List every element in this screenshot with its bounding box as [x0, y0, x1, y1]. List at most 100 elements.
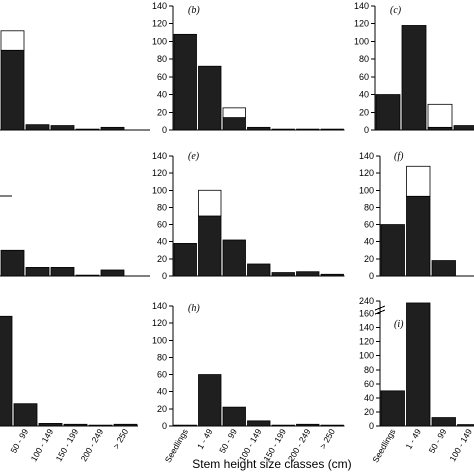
- bar: [375, 94, 401, 131]
- axis-break-mark: [374, 305, 386, 311]
- bar: [50, 125, 75, 131]
- y-tick-label: 100: [359, 351, 374, 361]
- y-tick-label: 60: [157, 220, 167, 230]
- x-tick-label: 1 - 49: [403, 427, 423, 451]
- chart-panel-b: 0 20 40 60 80 100 120 140 (b): [152, 1, 345, 135]
- chart-panel-c: 0 20 40 60 80 100 120 140 (c): [354, 1, 474, 135]
- y-tick-label: 120: [359, 337, 374, 347]
- x-tick-label: > 250: [111, 427, 131, 451]
- bar: [406, 302, 431, 427]
- x-axis-title: Stem height size classes (cm): [192, 457, 351, 471]
- y-tick-label: 0: [364, 125, 369, 135]
- bar: [13, 403, 38, 427]
- chart-panel-f: 0 20 40 60 80 100 120 140 (f): [359, 151, 474, 281]
- x-tick-label: > 250: [318, 427, 338, 451]
- y-tick-label: 20: [157, 254, 167, 264]
- y-tick-label: 20: [157, 404, 167, 414]
- y-tick-label: 20: [157, 107, 167, 117]
- y-tick-label: 100: [354, 36, 369, 46]
- panel-label: (b): [188, 5, 200, 16]
- bar: [222, 117, 246, 131]
- bar-open: [222, 107, 246, 118]
- panel-label: (f): [394, 151, 404, 162]
- bar: [401, 25, 427, 131]
- y-tick-label: 40: [364, 237, 374, 247]
- chart-panel-a-partial: [0, 30, 150, 131]
- bar: [271, 272, 295, 277]
- panel-label: (i): [394, 319, 404, 330]
- bar: [247, 263, 271, 277]
- y-tick-label: 40: [157, 237, 167, 247]
- bar: [380, 224, 405, 277]
- axis-break-mark: [374, 309, 386, 315]
- y-tick-label: 80: [157, 54, 167, 64]
- y-tick-label: 140: [152, 301, 167, 311]
- bar: [0, 315, 13, 427]
- y-tick-label: 120: [359, 168, 374, 178]
- bar: [173, 243, 197, 277]
- x-tick-label: 50 - 99: [217, 427, 239, 455]
- bar: [247, 420, 271, 427]
- bar: [173, 33, 197, 131]
- y-tick-label: 60: [359, 72, 369, 82]
- y-tick-label: 120: [152, 19, 167, 29]
- y-tick-label: 100: [152, 36, 167, 46]
- y-tick-label: 140: [354, 1, 369, 11]
- x-tick-label: 50 - 99: [8, 427, 30, 455]
- y-tick-label: 80: [364, 202, 374, 212]
- y-tick-label: 140: [359, 323, 374, 333]
- bar: [0, 49, 25, 131]
- y-tick-label: 80: [364, 365, 374, 375]
- x-tick-label: 200 - 249: [79, 427, 106, 463]
- bar: [431, 260, 456, 277]
- x-tick-label: Seedlings: [370, 427, 397, 464]
- bar: [453, 125, 474, 131]
- bar: [222, 406, 246, 427]
- y-tick-label: 240: [359, 296, 374, 306]
- bar: [0, 249, 25, 277]
- y-tick-label: 40: [157, 90, 167, 100]
- bar-open: [198, 189, 222, 217]
- y-tick-label: 0: [162, 271, 167, 281]
- y-tick-label: 80: [157, 352, 167, 362]
- bar: [198, 374, 222, 427]
- y-tick-label: 40: [157, 387, 167, 397]
- x-tick-label: Seedlings: [163, 427, 190, 464]
- bar: [25, 124, 50, 131]
- y-tick-label: 100: [152, 185, 167, 195]
- chart-panel-d-partial: [0, 249, 150, 277]
- bar: [380, 390, 405, 427]
- y-tick-label: 120: [152, 318, 167, 328]
- y-tick-label: 120: [354, 19, 369, 29]
- y-tick-label: 20: [364, 254, 374, 264]
- y-tick-label: 0: [369, 421, 374, 431]
- x-tick-label: 150 - 199: [54, 427, 81, 463]
- y-tick-label: 60: [157, 72, 167, 82]
- y-tick-label: 100: [359, 185, 374, 195]
- x-tick-label: 50 - 99: [427, 427, 449, 455]
- bar-open: [406, 165, 431, 197]
- bar-open: [427, 103, 453, 128]
- panel-label: (h): [188, 303, 200, 314]
- y-tick-label: 80: [359, 54, 369, 64]
- bar-open: [0, 30, 25, 51]
- y-tick-label: 20: [364, 407, 374, 417]
- y-tick-label: 120: [152, 168, 167, 178]
- y-tick-label: 20: [359, 107, 369, 117]
- y-tick-label: 100: [152, 335, 167, 345]
- y-tick-label: 80: [157, 202, 167, 212]
- y-tick-label: 40: [364, 393, 374, 403]
- y-tick-label: 60: [364, 379, 374, 389]
- y-tick-label: 140: [152, 151, 167, 161]
- y-tick-label: 60: [364, 220, 374, 230]
- panel-label: (c): [390, 5, 402, 16]
- bar: [296, 271, 320, 277]
- y-tick-label: 140: [152, 1, 167, 11]
- bar: [198, 215, 222, 277]
- bar: [100, 269, 125, 277]
- x-tick-label: 1 - 49: [195, 427, 215, 451]
- y-tick-label: 0: [162, 421, 167, 431]
- chart-panel-i: 0 20 40 60 80 100 120 140 160 240 Seedlings 1 - 49 5…: [359, 296, 474, 464]
